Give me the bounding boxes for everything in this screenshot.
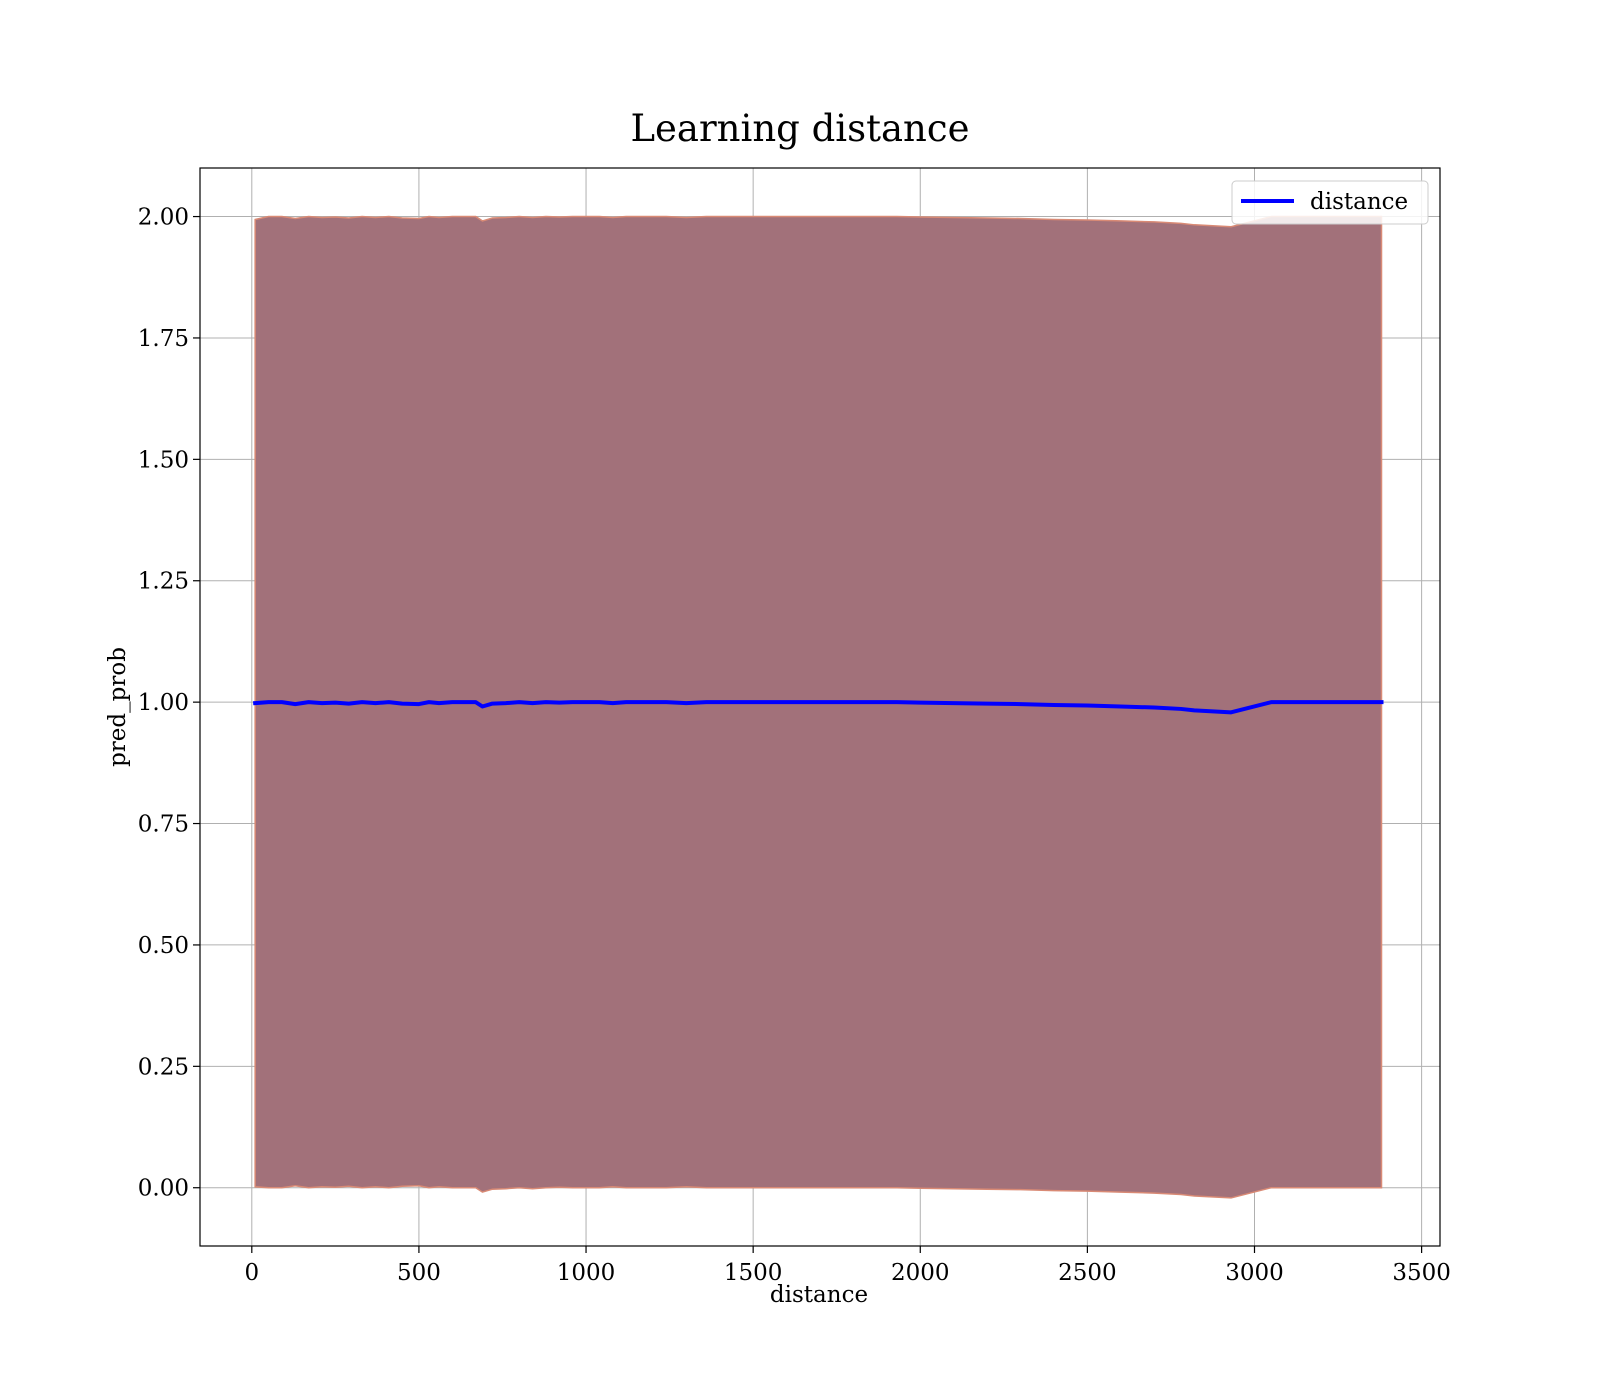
x-tick-label: 2500: [1058, 1260, 1117, 1286]
x-tick-label: 500: [397, 1260, 441, 1286]
series-line-distance: [253, 700, 1384, 715]
legend-box: [1231, 180, 1429, 225]
y-tick-label: 1.00: [138, 690, 189, 716]
legend-label: distance: [1310, 189, 1408, 215]
y-tick-label: 0.50: [138, 933, 189, 959]
y-tick-label: 0.25: [138, 1054, 189, 1080]
y-tick-label: 0.00: [138, 1176, 189, 1202]
plot-area: [199, 167, 1441, 1247]
x-tick-label: 3000: [1225, 1260, 1284, 1286]
x-tick-label: 2000: [891, 1260, 950, 1286]
y-axis-label: pred_prob: [105, 647, 131, 767]
x-tick-label: 1000: [557, 1260, 616, 1286]
legend: distance: [1231, 180, 1429, 225]
x-axis-label: distance: [770, 1282, 868, 1308]
x-tick-label: 3500: [1392, 1260, 1451, 1286]
chart-title: Learning distance: [630, 107, 969, 150]
x-tick-label: 1500: [724, 1260, 783, 1286]
y-tick-label: 0.75: [138, 812, 189, 838]
series-lines: [253, 700, 1384, 715]
y-tick-label: 1.25: [138, 569, 189, 595]
y-tick-label: 1.50: [138, 447, 189, 473]
axes-frame: [199, 167, 1441, 1247]
x-axis: 0 500 1000 1500 2000 2500 3000 3500: [244, 1246, 1451, 1286]
band-area: [254, 215, 1383, 1199]
y-axis: 0.00 0.25 0.50 0.75 1.00 1.25 1.50 1.75 2.00: [138, 205, 200, 1202]
x-tick-label: 0: [244, 1260, 259, 1286]
y-tick-label: 2.00: [138, 205, 189, 231]
confidence-band: [254, 215, 1383, 1199]
y-tick-label: 1.75: [138, 326, 189, 352]
